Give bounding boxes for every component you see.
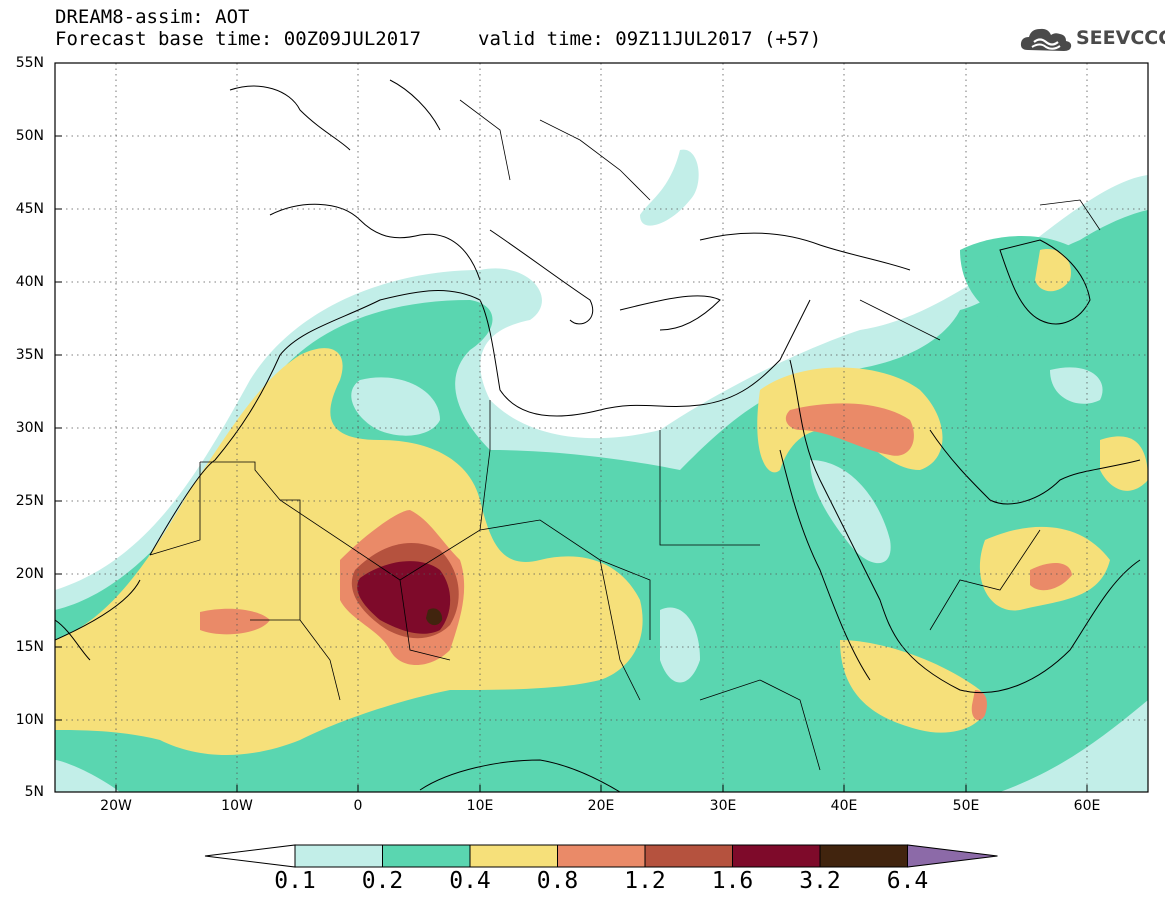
colorbar-box xyxy=(732,844,821,868)
seevccc-logo: SEEVCCC xyxy=(1018,20,1165,60)
lon-label: 40E xyxy=(830,798,858,814)
coastlines xyxy=(55,79,1141,792)
logo-text: SEEVCCC xyxy=(1076,27,1165,49)
model-title: DREAM8-assim: AOT xyxy=(55,6,250,28)
aot-level-3.2 xyxy=(426,608,443,626)
axis-ticks xyxy=(55,62,1088,793)
lat-label: 15N xyxy=(15,639,44,655)
lon-label: 60E xyxy=(1073,798,1101,814)
aot-level-0.1-holes xyxy=(351,367,1103,683)
country-borders xyxy=(149,99,1101,771)
colorbar-box xyxy=(819,844,908,868)
lon-label: 50E xyxy=(952,798,980,814)
lat-label: 45N xyxy=(15,201,44,217)
colorbar-box xyxy=(644,844,733,868)
lat-label: 50N xyxy=(15,128,44,144)
lon-label: 10W xyxy=(221,798,253,814)
lat-label: 20N xyxy=(15,566,44,582)
colorbar-boxes xyxy=(204,844,998,868)
colorbar-box xyxy=(294,844,383,868)
lat-label: 25N xyxy=(15,493,44,509)
gridlines xyxy=(55,63,1148,792)
lat-label: 35N xyxy=(15,347,44,363)
valid-time-label: valid time: 09Z11JUL2017 (+57) xyxy=(478,28,822,50)
colorbar-level-label: 0.1 xyxy=(274,868,316,894)
lat-label: 5N xyxy=(24,784,44,800)
colorbar-level-label: 6.4 xyxy=(886,868,929,894)
colorbar-level-label: 0.8 xyxy=(536,868,579,894)
colorbar-level-label: 0.4 xyxy=(449,868,491,894)
lon-label: 0 xyxy=(353,798,363,814)
colorbar-over-triangle xyxy=(907,844,998,868)
lat-label: 40N xyxy=(15,274,44,290)
lon-label: 20W xyxy=(100,798,132,814)
lon-label: 30E xyxy=(709,798,737,814)
colorbar-level-label: 3.2 xyxy=(799,868,841,894)
lat-label: 30N xyxy=(15,420,44,436)
colorbar-level-label: 0.2 xyxy=(361,868,404,894)
colorbar-level-label: 1.6 xyxy=(711,868,754,894)
colorbar-box xyxy=(557,844,646,868)
colorbar-under-triangle xyxy=(204,844,296,868)
colorbar-box xyxy=(469,844,558,868)
cloud-icon xyxy=(1020,28,1072,51)
colorbar-box xyxy=(382,844,471,868)
lat-label: 10N xyxy=(15,712,44,728)
base-time-label: Forecast base time: 00Z09JUL2017 xyxy=(55,28,422,50)
lat-label: 55N xyxy=(15,55,44,71)
colorbar-level-label: 1.2 xyxy=(624,868,666,894)
aot-contours xyxy=(55,149,1148,792)
lon-label: 10E xyxy=(466,798,494,814)
lon-label: 20E xyxy=(587,798,615,814)
